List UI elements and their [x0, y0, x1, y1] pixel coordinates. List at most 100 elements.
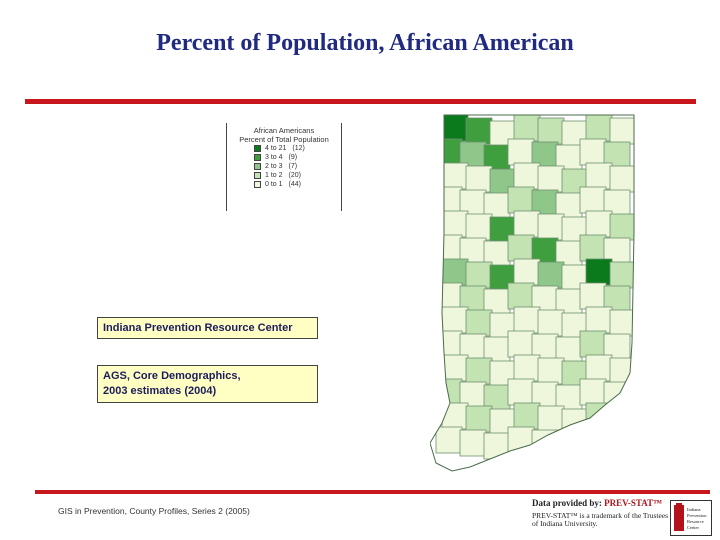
- data-source-line1: AGS, Core Demographics,: [103, 370, 241, 382]
- county: [537, 261, 565, 289]
- footer-citation: GIS in Prevention, County Profiles, Seri…: [58, 506, 250, 516]
- legend-row: 4 to 21 (12): [254, 144, 341, 153]
- county: [465, 117, 493, 145]
- county: [513, 162, 541, 190]
- county: [609, 261, 634, 289]
- legend-count: (44): [288, 181, 301, 188]
- county: [459, 429, 487, 457]
- county: [465, 165, 493, 193]
- county: [609, 213, 634, 241]
- bottom-divider: [35, 490, 710, 494]
- map-legend: African Americans Percent of Total Popul…: [226, 123, 342, 211]
- legend-swatch: [254, 145, 261, 152]
- county: [507, 186, 535, 214]
- iprc-logo: Indiana Prevention Resource Center: [670, 500, 712, 536]
- legend-title-line1: African Americans: [253, 126, 315, 135]
- county: [531, 429, 559, 457]
- county: [513, 258, 541, 286]
- county: [507, 138, 535, 166]
- top-divider: [25, 99, 696, 104]
- county: [465, 309, 493, 337]
- county: [537, 405, 565, 433]
- county: [465, 357, 493, 385]
- county: [489, 120, 517, 148]
- legend-count: (9): [288, 154, 298, 161]
- county: [585, 354, 613, 382]
- legend-count: (12): [292, 145, 305, 152]
- county: [435, 138, 463, 166]
- county: [537, 309, 565, 337]
- county: [513, 210, 541, 238]
- county: [603, 429, 631, 457]
- legend-swatch: [254, 154, 261, 161]
- county: [513, 402, 541, 430]
- legend-label: 1 to 2: [265, 172, 283, 179]
- legend-row: 2 to 3 (7): [254, 162, 341, 171]
- source-org-box: Indiana Prevention Resource Center: [97, 317, 318, 339]
- county: [537, 357, 565, 385]
- svg-text:Center: Center: [687, 525, 699, 530]
- credit-prefix: Data provided by:: [532, 498, 605, 508]
- county: [435, 378, 463, 406]
- county: [579, 426, 607, 454]
- legend-title: African Americans Percent of Total Popul…: [227, 126, 341, 144]
- county: [561, 408, 589, 436]
- page-title: Percent of Population, African American: [156, 30, 574, 56]
- county: [579, 186, 607, 214]
- state-border: [430, 114, 635, 472]
- county: [465, 213, 493, 241]
- county: [441, 258, 469, 286]
- credit-trademark: PREV-STAT™ is a trademark of the Trustee…: [532, 511, 669, 528]
- county: [507, 426, 535, 454]
- indiana-county-map: [430, 114, 635, 472]
- county: [579, 330, 607, 358]
- county: [465, 405, 493, 433]
- legend-title-line2: Percent of Total Population: [239, 135, 329, 144]
- legend-swatch: [254, 181, 261, 188]
- county: [579, 378, 607, 406]
- county: [435, 234, 463, 262]
- county: [507, 282, 535, 310]
- legend-label: 4 to 21: [265, 145, 287, 152]
- county: [441, 162, 469, 190]
- county: [537, 117, 565, 145]
- legend-label: 3 to 4: [265, 154, 283, 161]
- county: [585, 115, 613, 142]
- county: [585, 162, 613, 190]
- county: [441, 210, 469, 238]
- legend-row: 1 to 2 (20): [254, 171, 341, 180]
- county: [507, 234, 535, 262]
- county: [513, 306, 541, 334]
- county: [609, 357, 634, 385]
- county: [513, 354, 541, 382]
- legend-count: (7): [288, 163, 298, 170]
- county: [579, 282, 607, 310]
- county: [465, 261, 493, 289]
- county: [537, 165, 565, 193]
- county: [585, 258, 613, 286]
- county: [507, 330, 535, 358]
- legend-count: (20): [288, 172, 301, 179]
- svg-text:Indiana: Indiana: [687, 507, 701, 512]
- county: [537, 213, 565, 241]
- county: [435, 426, 463, 454]
- svg-text:Resource: Resource: [687, 519, 704, 524]
- data-source-line2: 2003 estimates (2004): [103, 385, 217, 397]
- county: [441, 306, 469, 334]
- county: [585, 306, 613, 334]
- county: [585, 402, 613, 430]
- county: [483, 432, 511, 460]
- county: [579, 138, 607, 166]
- legend-label: 2 to 3: [265, 163, 283, 170]
- credit-block: Data provided by: PREV-STAT™ PREV-STAT™ …: [532, 498, 712, 536]
- legend-swatch: [254, 163, 261, 170]
- county: [555, 432, 583, 460]
- county: [579, 234, 607, 262]
- county: [609, 117, 634, 145]
- legend-row: 3 to 4 (9): [254, 153, 341, 162]
- county: [441, 402, 469, 430]
- data-source-box: AGS, Core Demographics, 2003 estimates (…: [97, 365, 318, 403]
- county: [513, 115, 541, 142]
- credit-line: Data provided by: PREV-STAT™: [532, 498, 712, 508]
- county: [585, 210, 613, 238]
